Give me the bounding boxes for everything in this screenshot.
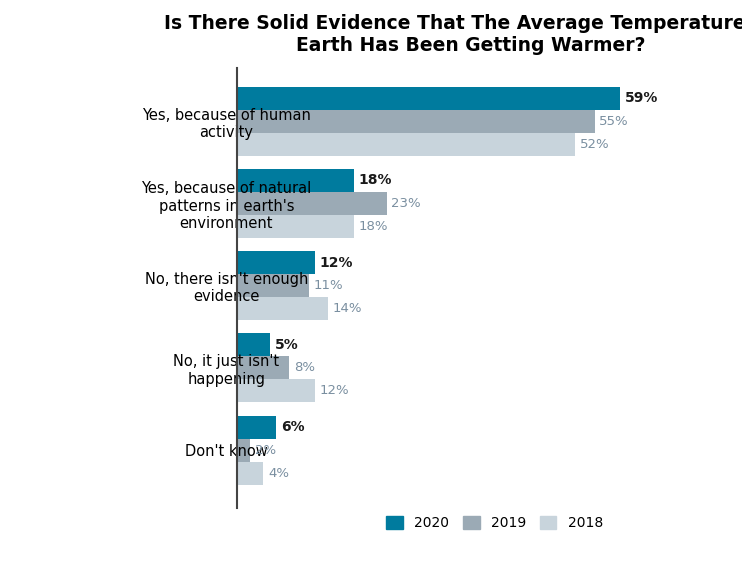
- Text: 55%: 55%: [599, 114, 628, 127]
- Bar: [237, 251, 315, 274]
- Bar: [237, 169, 355, 192]
- Text: 5%: 5%: [275, 338, 298, 352]
- Bar: [237, 380, 315, 402]
- Text: 6%: 6%: [281, 420, 304, 434]
- Bar: [237, 461, 263, 484]
- Bar: [237, 215, 355, 238]
- Bar: [237, 109, 594, 133]
- Text: 12%: 12%: [320, 255, 353, 270]
- Legend: 2020, 2019, 2018: 2020, 2019, 2018: [381, 511, 608, 536]
- Text: 11%: 11%: [313, 279, 343, 292]
- Text: 14%: 14%: [333, 302, 362, 315]
- Text: 52%: 52%: [580, 138, 609, 151]
- Bar: [237, 333, 270, 356]
- Text: 4%: 4%: [268, 466, 289, 479]
- Bar: [237, 87, 620, 109]
- Text: 12%: 12%: [320, 384, 349, 397]
- Text: 2%: 2%: [255, 443, 276, 456]
- Bar: [237, 439, 251, 461]
- Text: 18%: 18%: [359, 173, 393, 187]
- Bar: [237, 274, 309, 297]
- Text: 59%: 59%: [625, 91, 658, 105]
- Title: Is There Solid Evidence That The Average Temperature on
Earth Has Been Getting W: Is There Solid Evidence That The Average…: [164, 14, 742, 55]
- Text: 18%: 18%: [359, 220, 388, 233]
- Bar: [237, 133, 575, 156]
- Bar: [237, 416, 276, 439]
- Text: 23%: 23%: [391, 197, 421, 210]
- Text: 8%: 8%: [294, 362, 315, 374]
- Bar: [237, 297, 328, 320]
- Bar: [237, 192, 387, 215]
- Bar: [237, 356, 289, 380]
